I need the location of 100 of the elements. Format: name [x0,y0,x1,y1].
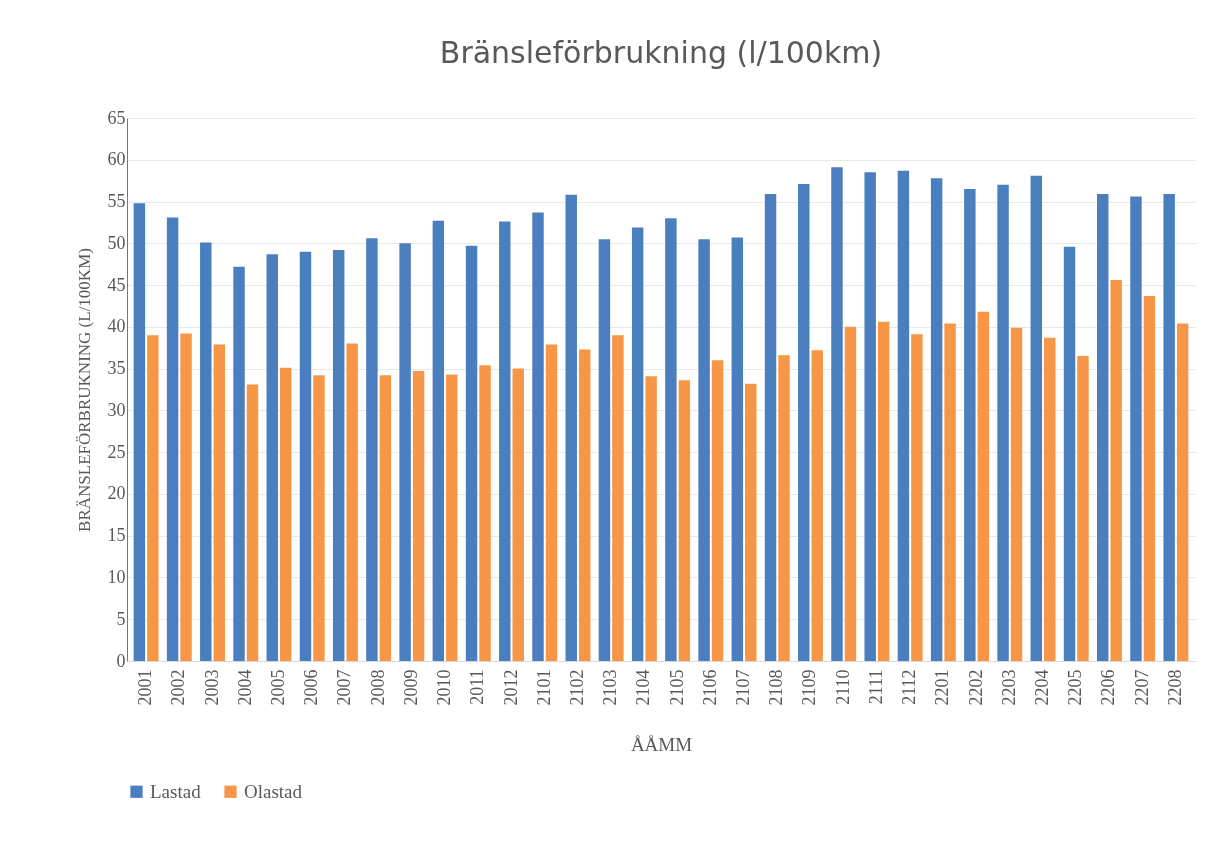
bar [1143,295,1156,661]
x-tick-label: 2006 [301,669,322,706]
bar [246,384,259,661]
bar [612,335,624,661]
bar [1044,337,1056,661]
bar [266,254,278,661]
bar [930,178,943,661]
x-tick-label: 2009 [400,669,421,706]
bar [1163,194,1175,661]
x-tick-label: 2103 [600,669,621,706]
bar [745,383,757,661]
bar [233,266,245,661]
bar [678,380,691,661]
x-tick-label: 2203 [998,669,1019,706]
bar [598,239,611,661]
bar [711,360,724,661]
bar [1110,280,1122,661]
x-tick-label: 2208 [1164,669,1185,706]
bar [1176,323,1189,661]
bar [412,371,425,661]
bar [811,350,823,661]
x-tick-label: 2202 [965,669,986,706]
x-tick-label: 2102 [566,669,587,706]
bar [764,194,777,661]
x-tick-label: 2112 [899,669,920,705]
bar [911,334,923,661]
bar [366,238,378,661]
x-tick-label: 2107 [733,669,754,706]
chart-title: Bränsleförbrukning (l/100km) [439,35,883,70]
bar [479,365,491,661]
bar [180,333,192,661]
bar [399,243,411,661]
x-tick-label: 2106 [699,669,720,706]
y-tick-label: 25 [107,441,126,462]
y-tick-label: 15 [107,525,126,546]
bar [332,249,345,661]
bar [1010,327,1023,661]
bar [877,321,890,661]
x-tick-label: 2007 [334,669,355,706]
bar [1130,196,1142,661]
bar [446,374,458,661]
y-tick-label: 35 [107,358,126,379]
x-tick-label: 2105 [666,669,687,706]
bar [379,375,392,661]
bar [645,376,657,661]
y-tick-label: 0 [116,650,126,671]
y-axis-title: BRÄNSLEFÖRBRUKNING (L/100KM) [74,248,94,532]
bar [831,167,843,661]
y-tick-label: 20 [107,483,126,504]
x-tick-label: 2010 [434,669,455,706]
bar [279,367,292,661]
bar [731,237,744,661]
x-tick-label: 2206 [1098,669,1119,706]
y-tick-label: 10 [107,566,126,587]
x-tick-label: 2008 [367,669,388,706]
bar [1097,194,1109,661]
bar [346,343,358,661]
x-tick-label: 2101 [533,669,554,706]
y-tick-label: 5 [116,608,126,629]
y-tick-label: 55 [107,191,126,212]
bar [313,375,325,661]
x-tick-label: 2205 [1065,669,1086,706]
bar [512,368,524,661]
x-tick-label: 2110 [832,669,853,705]
x-tick-label: 2012 [500,669,521,706]
bar [166,217,179,661]
x-axis-title: ÅÅMM [630,733,693,755]
x-tick-label: 2207 [1131,669,1152,706]
bar [499,221,511,661]
bar [964,189,976,661]
bar [798,184,810,661]
bar [133,203,146,661]
bar [545,344,558,661]
y-tick-label: 40 [107,316,126,337]
bar [1063,246,1076,661]
bar [147,335,159,661]
bar [778,355,790,661]
bar [864,172,876,661]
legend-label: Lastad [150,780,202,802]
bar [944,323,956,661]
x-tick-label: 2109 [799,669,820,706]
y-tick-label: 50 [107,232,126,253]
y-tick-label: 30 [107,399,126,420]
y-tick-label: 60 [107,149,126,170]
x-tick-label: 2003 [201,669,222,706]
y-tick-label: 45 [107,274,126,295]
y-tick-label: 65 [107,107,126,128]
bar [977,311,990,661]
bar [213,344,225,661]
x-tick-label: 2108 [766,669,787,706]
x-tick-label: 2111 [865,669,886,705]
x-tick-label: 2011 [467,669,488,705]
bar [631,227,644,661]
x-tick-label: 2004 [234,669,255,706]
bar [897,170,910,661]
bar [565,194,577,661]
x-tick-label: 2104 [633,669,654,706]
bar [1030,175,1043,661]
bar [665,218,677,661]
bar [299,251,312,661]
